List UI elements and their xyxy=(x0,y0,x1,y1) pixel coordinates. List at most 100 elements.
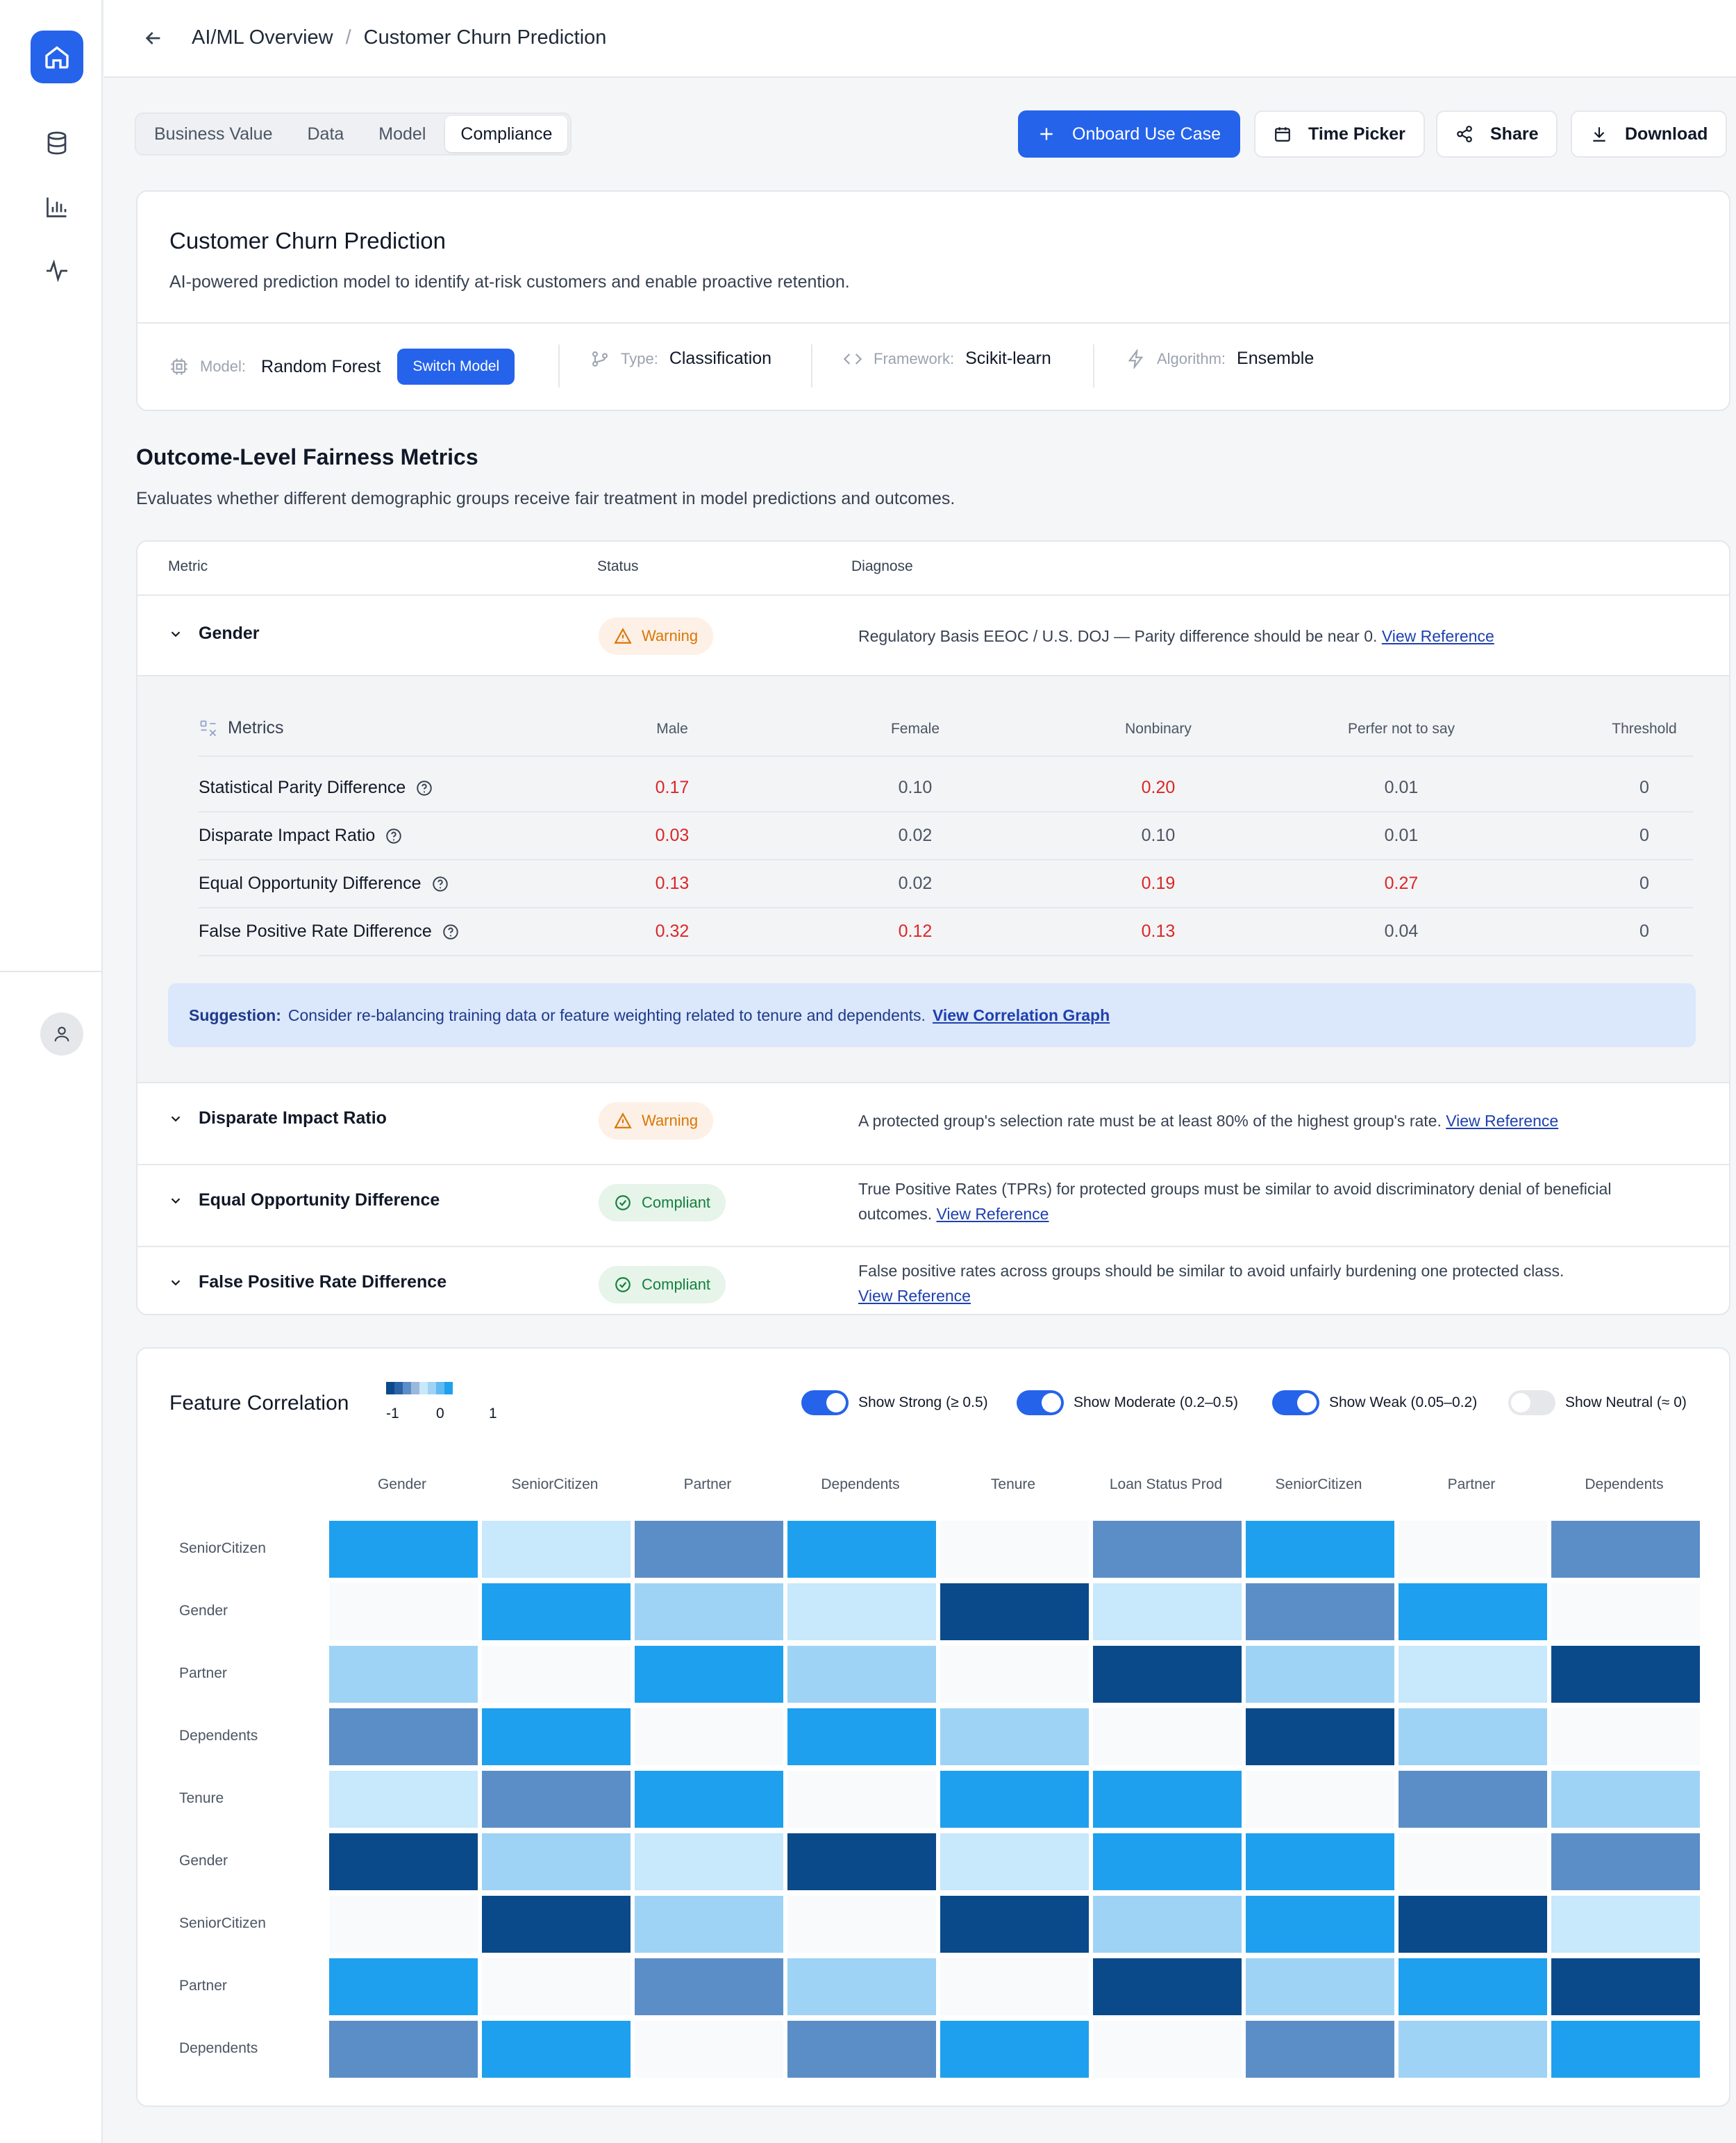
row-false-positive-toggle[interactable]: False Positive Rate Difference xyxy=(168,1272,446,1292)
heatmap-cell[interactable] xyxy=(1093,1771,1242,1828)
view-reference-link[interactable]: View Reference xyxy=(1446,1112,1559,1130)
heatmap-cell[interactable] xyxy=(940,1771,1089,1828)
heatmap-cell[interactable] xyxy=(787,1771,936,1828)
heatmap-cell[interactable] xyxy=(482,1708,631,1765)
help-circle-icon[interactable] xyxy=(431,875,449,893)
heatmap-cell[interactable] xyxy=(329,2021,478,2078)
heatmap-cell[interactable] xyxy=(329,1521,478,1578)
heatmap-cell[interactable] xyxy=(940,1958,1089,2015)
heatmap-cell[interactable] xyxy=(1551,1771,1700,1828)
heatmap-cell[interactable] xyxy=(1399,1708,1547,1765)
heatmap-cell[interactable] xyxy=(787,1958,936,2015)
user-avatar-icon[interactable] xyxy=(40,1012,83,1056)
heatmap-cell[interactable] xyxy=(1246,1521,1394,1578)
tab-business-value[interactable]: Business Value xyxy=(154,124,273,144)
heatmap-cell[interactable] xyxy=(1551,1583,1700,1640)
heatmap-cell[interactable] xyxy=(482,1771,631,1828)
heatmap-cell[interactable] xyxy=(1399,1833,1547,1890)
heatmap-cell[interactable] xyxy=(787,1646,936,1703)
tab-compliance[interactable]: Compliance xyxy=(445,116,568,152)
heatmap-cell[interactable] xyxy=(329,1646,478,1703)
heatmap-cell[interactable] xyxy=(940,1896,1089,1953)
share-button[interactable]: Share xyxy=(1436,110,1558,158)
heatmap-cell[interactable] xyxy=(1246,1583,1394,1640)
row-disparate-impact-toggle[interactable]: Disparate Impact Ratio xyxy=(168,1108,387,1128)
heatmap-cell[interactable] xyxy=(1399,1771,1547,1828)
heatmap-cell[interactable] xyxy=(1093,2021,1242,2078)
heatmap-cell[interactable] xyxy=(482,1896,631,1953)
heatmap-cell[interactable] xyxy=(1399,1521,1547,1578)
heatmap-cell[interactable] xyxy=(1246,1646,1394,1703)
heatmap-cell[interactable] xyxy=(635,1521,783,1578)
heatmap-cell[interactable] xyxy=(1399,1896,1547,1953)
heatmap-cell[interactable] xyxy=(482,1583,631,1640)
toggle-neutral[interactable]: Show Neutral (≈ 0) xyxy=(1508,1390,1687,1415)
heatmap-cell[interactable] xyxy=(940,1521,1089,1578)
heatmap-cell[interactable] xyxy=(787,1708,936,1765)
home-icon[interactable] xyxy=(31,31,83,83)
heatmap-cell[interactable] xyxy=(635,1708,783,1765)
heatmap-cell[interactable] xyxy=(1093,1583,1242,1640)
breadcrumb-parent[interactable]: AI/ML Overview xyxy=(192,26,333,49)
heatmap-cell[interactable] xyxy=(635,1646,783,1703)
view-reference-link[interactable]: View Reference xyxy=(936,1205,1049,1223)
toggle-switch[interactable] xyxy=(801,1390,849,1415)
download-button[interactable]: Download xyxy=(1571,110,1728,158)
heatmap-cell[interactable] xyxy=(1246,1708,1394,1765)
heatmap-cell[interactable] xyxy=(1246,1896,1394,1953)
heatmap-cell[interactable] xyxy=(1399,1646,1547,1703)
heatmap-cell[interactable] xyxy=(940,2021,1089,2078)
heatmap-cell[interactable] xyxy=(482,1521,631,1578)
heatmap-cell[interactable] xyxy=(1246,1771,1394,1828)
onboard-use-case-button[interactable]: Onboard Use Case xyxy=(1018,110,1241,158)
heatmap-cell[interactable] xyxy=(940,1833,1089,1890)
heatmap-cell[interactable] xyxy=(940,1583,1089,1640)
heatmap-cell[interactable] xyxy=(635,1833,783,1890)
heatmap-cell[interactable] xyxy=(1246,2021,1394,2078)
heatmap-cell[interactable] xyxy=(940,1708,1089,1765)
heatmap-cell[interactable] xyxy=(329,1771,478,1828)
help-circle-icon[interactable] xyxy=(442,923,460,941)
heatmap-cell[interactable] xyxy=(635,1896,783,1953)
heatmap-cell[interactable] xyxy=(482,1958,631,2015)
bar-chart-icon[interactable] xyxy=(39,189,75,225)
toggle-switch[interactable] xyxy=(1272,1390,1319,1415)
row-equal-opportunity-toggle[interactable]: Equal Opportunity Difference xyxy=(168,1190,440,1210)
heatmap-cell[interactable] xyxy=(329,1896,478,1953)
toggle-moderate[interactable]: Show Moderate (0.2–0.5) xyxy=(1017,1390,1238,1415)
heatmap-cell[interactable] xyxy=(787,1583,936,1640)
heatmap-cell[interactable] xyxy=(329,1833,478,1890)
view-reference-link[interactable]: View Reference xyxy=(858,1287,971,1305)
row-gender-toggle[interactable]: Gender xyxy=(168,624,260,644)
heatmap-cell[interactable] xyxy=(1093,1833,1242,1890)
heatmap-cell[interactable] xyxy=(1399,2021,1547,2078)
heatmap-cell[interactable] xyxy=(635,2021,783,2078)
help-circle-icon[interactable] xyxy=(385,827,403,845)
heatmap-cell[interactable] xyxy=(1551,1521,1700,1578)
heatmap-cell[interactable] xyxy=(1551,1833,1700,1890)
heatmap-cell[interactable] xyxy=(1551,2021,1700,2078)
heatmap-cell[interactable] xyxy=(1093,1521,1242,1578)
time-picker-button[interactable]: Time Picker xyxy=(1254,110,1425,158)
toggle-weak[interactable]: Show Weak (0.05–0.2) xyxy=(1272,1390,1477,1415)
heatmap-cell[interactable] xyxy=(787,1521,936,1578)
heatmap-cell[interactable] xyxy=(1246,1958,1394,2015)
heatmap-cell[interactable] xyxy=(1246,1833,1394,1890)
heatmap-cell[interactable] xyxy=(1093,1646,1242,1703)
heatmap-cell[interactable] xyxy=(1551,1708,1700,1765)
heatmap-cell[interactable] xyxy=(787,1833,936,1890)
heatmap-cell[interactable] xyxy=(1551,1646,1700,1703)
tab-data[interactable]: Data xyxy=(307,124,344,144)
heatmap-cell[interactable] xyxy=(482,1833,631,1890)
view-correlation-graph-link[interactable]: View Correlation Graph xyxy=(932,1006,1110,1024)
back-arrow-icon[interactable] xyxy=(137,22,169,54)
heatmap-cell[interactable] xyxy=(1551,1896,1700,1953)
tab-model[interactable]: Model xyxy=(378,124,426,144)
toggle-switch[interactable] xyxy=(1508,1390,1555,1415)
heatmap-cell[interactable] xyxy=(1551,1958,1700,2015)
heatmap-cell[interactable] xyxy=(1399,1958,1547,2015)
switch-model-button[interactable]: Switch Model xyxy=(397,349,515,385)
activity-icon[interactable] xyxy=(39,253,75,289)
heatmap-cell[interactable] xyxy=(482,1646,631,1703)
heatmap-cell[interactable] xyxy=(1093,1958,1242,2015)
